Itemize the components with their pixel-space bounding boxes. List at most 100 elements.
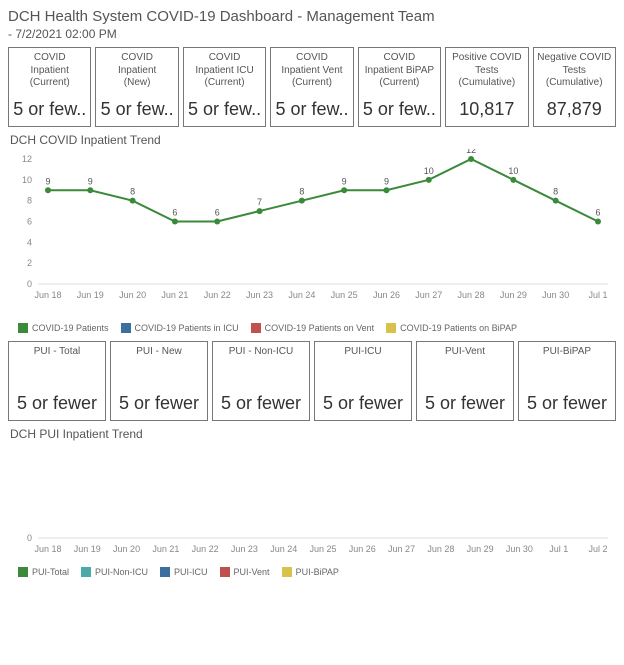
kpi-label: COVID Inpatient BiPAP (Current): [365, 52, 434, 90]
kpi-label: PUI-Vent: [445, 346, 485, 359]
svg-text:Jun 18: Jun 18: [34, 544, 61, 554]
svg-text:0: 0: [27, 533, 32, 543]
legend-swatch: [220, 567, 230, 577]
kpi-value: 87,879: [547, 99, 602, 120]
svg-text:Jun 19: Jun 19: [74, 544, 101, 554]
svg-text:Jun 29: Jun 29: [500, 290, 527, 300]
legend-label: PUI-ICU: [174, 567, 208, 577]
legend-swatch: [18, 567, 28, 577]
legend-swatch: [121, 323, 131, 333]
svg-text:Jun 28: Jun 28: [427, 544, 454, 554]
kpi-label: PUI-ICU: [344, 346, 381, 359]
svg-text:10: 10: [508, 166, 518, 176]
legend-label: PUI-BiPAP: [296, 567, 339, 577]
kpi-label: COVID Inpatient Vent (Current): [281, 52, 342, 90]
kpi-value: 10,817: [459, 99, 514, 120]
svg-text:6: 6: [27, 217, 32, 227]
svg-text:Jun 19: Jun 19: [77, 290, 104, 300]
svg-text:Jun 23: Jun 23: [246, 290, 273, 300]
svg-text:8: 8: [130, 187, 135, 197]
pui-kpi-0: PUI - Total5 or fewer: [8, 341, 106, 421]
kpi-label: PUI - Non-ICU: [229, 346, 293, 359]
kpi-label: COVID Inpatient (Current): [30, 52, 70, 90]
svg-text:Jun 25: Jun 25: [331, 290, 358, 300]
covid-kpi-4: COVID Inpatient BiPAP (Current) 5 or few.…: [358, 47, 441, 127]
covid-kpi-0: COVID Inpatient (Current) 5 or few..: [8, 47, 91, 127]
svg-text:Jun 22: Jun 22: [192, 544, 219, 554]
svg-text:Jun 27: Jun 27: [415, 290, 442, 300]
svg-text:Jun 21: Jun 21: [161, 290, 188, 300]
covid-kpi-6: Negative COVID Tests (Cumulative) 87,879: [533, 47, 616, 127]
svg-text:Jun 26: Jun 26: [349, 544, 376, 554]
kpi-label: Negative COVID Tests (Cumulative): [537, 52, 611, 90]
kpi-label: COVID Inpatient (New): [118, 52, 156, 90]
svg-text:Jun 28: Jun 28: [458, 290, 485, 300]
svg-text:Jul 1: Jul 1: [588, 290, 607, 300]
legend-label: PUI-Vent: [234, 567, 270, 577]
svg-text:9: 9: [45, 176, 50, 186]
legend-label: PUI-Non-ICU: [95, 567, 148, 577]
legend-item: COVID-19 Patients: [18, 323, 109, 333]
chart1-wrap: 024681012Jun 18Jun 19Jun 20Jun 21Jun 22J…: [8, 149, 616, 319]
legend-swatch: [251, 323, 261, 333]
kpi-value: 5 or fewer: [119, 393, 199, 414]
kpi-value: 5 or fewer: [425, 393, 505, 414]
kpi-value: 5 or fewer: [527, 393, 607, 414]
svg-text:2: 2: [27, 258, 32, 268]
kpi-value: 5 or few..: [13, 99, 86, 120]
chart1-title: DCH COVID Inpatient Trend: [10, 133, 616, 147]
svg-text:0: 0: [27, 279, 32, 289]
kpi-value: 5 or few..: [188, 99, 261, 120]
pui-kpi-5: PUI-BiPAP 5 or fewer: [518, 341, 616, 421]
legend-item: COVID-19 Patients on BiPAP: [386, 323, 517, 333]
svg-text:7: 7: [257, 197, 262, 207]
kpi-value: 5 or fewer: [323, 393, 403, 414]
legend-label: COVID-19 Patients on BiPAP: [400, 323, 517, 333]
page-subtitle: - 7/2/2021 02:00 PM: [8, 27, 616, 41]
chart2-legend: PUI-TotalPUI-Non-ICUPUI-ICUPUI-VentPUI-B…: [8, 563, 616, 585]
covid-kpi-3: COVID Inpatient Vent (Current) 5 or few..: [270, 47, 353, 127]
svg-text:6: 6: [595, 208, 600, 218]
svg-text:Jun 20: Jun 20: [113, 544, 140, 554]
svg-text:Jun 25: Jun 25: [309, 544, 336, 554]
chart2-wrap: 0Jun 18 Jun 19 Jun 20 Jun 21 Jun 22 Jun 23 Jun…: [8, 443, 616, 563]
kpi-row-pui: PUI - Total5 or fewerPUI - New5 or fewer…: [8, 341, 616, 421]
svg-text:Jun 27: Jun 27: [388, 544, 415, 554]
legend-label: COVID-19 Patients in ICU: [135, 323, 239, 333]
kpi-row-covid: COVID Inpatient (Current)5 or few..COVID…: [8, 47, 616, 127]
pui-kpi-3: PUI-ICU 5 or fewer: [314, 341, 412, 421]
covid-inpatient-trend-chart: 024681012Jun 18Jun 19Jun 20Jun 21Jun 22J…: [8, 149, 616, 319]
svg-text:10: 10: [424, 166, 434, 176]
kpi-label: PUI - Total: [34, 346, 81, 359]
kpi-value: 5 or fewer: [221, 393, 301, 414]
legend-item: COVID-19 Patients on Vent: [251, 323, 375, 333]
svg-text:Jun 20: Jun 20: [119, 290, 146, 300]
kpi-label: PUI-BiPAP: [543, 346, 591, 359]
kpi-value: 5 or few..: [101, 99, 174, 120]
legend-label: COVID-19 Patients: [32, 323, 109, 333]
kpi-label: PUI - New: [136, 346, 182, 359]
svg-text:8: 8: [553, 187, 558, 197]
svg-text:4: 4: [27, 237, 32, 247]
svg-text:8: 8: [299, 187, 304, 197]
covid-kpi-1: COVID Inpatient (New) 5 or few..: [95, 47, 178, 127]
svg-text:Jun 24: Jun 24: [270, 544, 297, 554]
legend-swatch: [81, 567, 91, 577]
kpi-value: 5 or few..: [363, 99, 436, 120]
kpi-value: 5 or few..: [275, 99, 348, 120]
svg-text:12: 12: [466, 149, 476, 155]
svg-text:Jun 29: Jun 29: [467, 544, 494, 554]
svg-text:12: 12: [22, 154, 32, 164]
svg-text:Jun 21: Jun 21: [152, 544, 179, 554]
pui-kpi-1: PUI - New 5 or fewer: [110, 341, 208, 421]
svg-text:Jul 1: Jul 1: [549, 544, 568, 554]
svg-text:Jun 22: Jun 22: [204, 290, 231, 300]
legend-item: COVID-19 Patients in ICU: [121, 323, 239, 333]
legend-swatch: [160, 567, 170, 577]
page-title: DCH Health System COVID-19 Dashboard - M…: [8, 8, 616, 25]
svg-text:6: 6: [172, 208, 177, 218]
svg-text:Jun 23: Jun 23: [231, 544, 258, 554]
svg-text:9: 9: [342, 176, 347, 186]
svg-text:6: 6: [215, 208, 220, 218]
legend-item: PUI-BiPAP: [282, 567, 339, 577]
